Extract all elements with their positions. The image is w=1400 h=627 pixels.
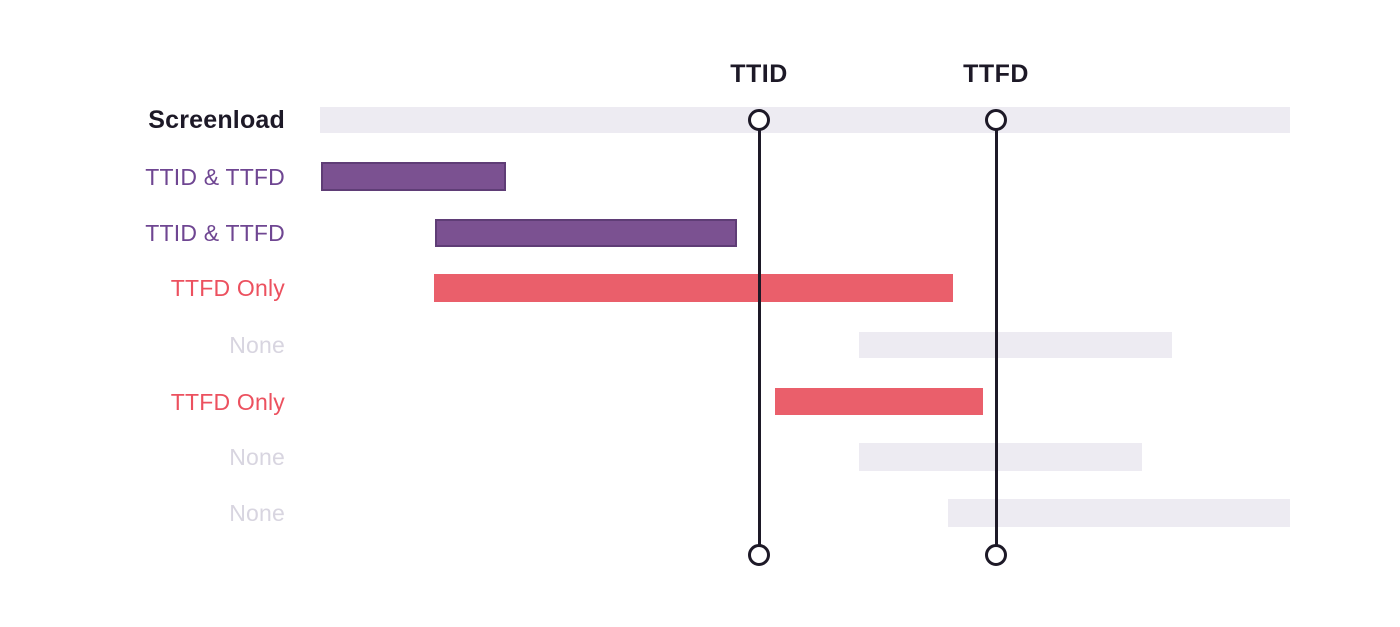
row-label-screenload: Screenload: [148, 106, 285, 134]
span-bar-ttfd-only: [775, 388, 983, 415]
marker-line-ttid: [757, 120, 761, 555]
row-label-ttid-ttfd: TTID & TTFD: [145, 220, 285, 246]
marker-circle-bottom-ttid: [747, 543, 770, 566]
span-bar-ttfd-only: [434, 274, 953, 302]
row-label-none: None: [229, 500, 285, 526]
row-label-ttid-ttfd: TTID & TTFD: [145, 163, 285, 190]
marker-line-ttfd: [994, 120, 998, 555]
span-bar-ttid-ttfd: [435, 219, 737, 247]
span-bar-screenload: [320, 107, 1290, 133]
marker-circle-bottom-ttfd: [984, 543, 1007, 566]
row-label-ttfd-only: TTFD Only: [170, 388, 285, 415]
span-bar-none: [948, 499, 1290, 527]
row-label-none: None: [229, 444, 285, 470]
span-bar-ttid-ttfd: [321, 162, 506, 191]
row-label-ttfd-only: TTFD Only: [170, 275, 285, 301]
marker-circle-top-ttfd: [984, 108, 1007, 131]
marker-circle-top-ttid: [747, 108, 770, 131]
marker-label-ttid: TTID: [730, 60, 788, 88]
span-bar-none: [859, 443, 1142, 471]
span-bar-none: [859, 332, 1172, 358]
marker-label-ttfd: TTFD: [963, 60, 1029, 88]
row-label-none: None: [229, 332, 285, 358]
